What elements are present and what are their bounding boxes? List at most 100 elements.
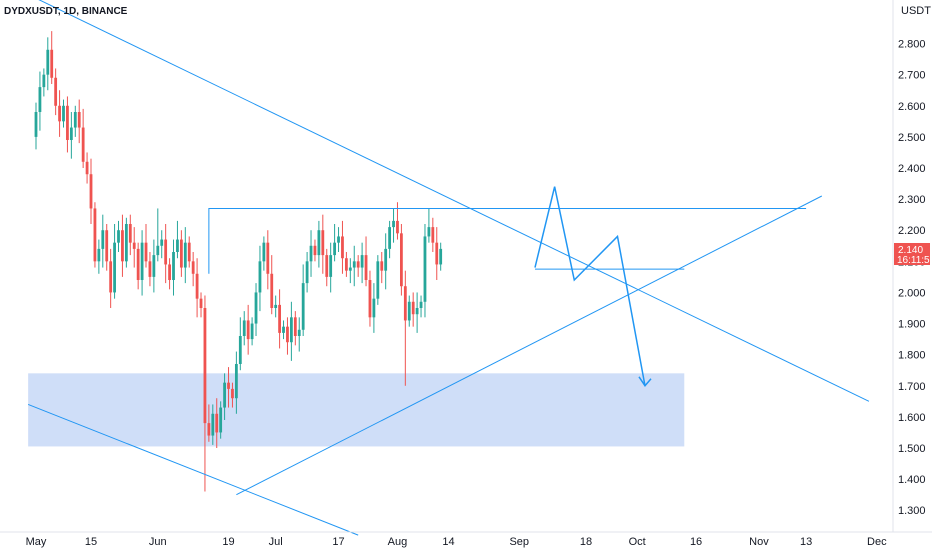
- time-axis[interactable]: May 15 Jun 19 Jul 17 Aug 14 Sep 18 Oct 16 Nov 13 Dec: [26, 536, 887, 548]
- candle-body: [293, 317, 297, 336]
- candle-body: [97, 248, 101, 262]
- candle: [46, 37, 50, 91]
- time-tick-label: Jun: [149, 536, 167, 548]
- candle-body: [77, 112, 81, 128]
- candle: [81, 108, 85, 168]
- price-tick-label: 1.900: [898, 319, 926, 331]
- candle: [199, 292, 203, 318]
- candle: [117, 220, 120, 252]
- candle-body: [337, 236, 340, 243]
- candle: [128, 214, 132, 256]
- candle: [38, 71, 42, 131]
- candle-body: [160, 239, 164, 246]
- candle-body: [313, 245, 317, 256]
- candle: [42, 68, 46, 97]
- candle: [121, 214, 124, 277]
- candle: [376, 255, 380, 305]
- candle-body: [266, 242, 270, 274]
- candle-body: [368, 280, 372, 318]
- price-tick-label: 2.800: [898, 39, 926, 51]
- candle-body: [439, 248, 443, 265]
- candle: [250, 317, 254, 346]
- candle: [242, 311, 246, 346]
- candle: [274, 295, 278, 318]
- candle: [313, 239, 317, 262]
- time-tick-label: 15: [85, 536, 97, 548]
- candle-body: [356, 261, 360, 268]
- candle-body: [419, 301, 423, 308]
- candle-body: [89, 174, 93, 209]
- time-tick-label: Dec: [867, 536, 887, 548]
- price-axis[interactable]: 2.8002.7002.6002.5002.4002.3002.2002.100…: [898, 39, 926, 518]
- candle-body: [360, 255, 364, 268]
- candle: [50, 31, 54, 84]
- candle: [164, 224, 168, 284]
- candle: [207, 404, 211, 442]
- candle-body: [305, 261, 309, 284]
- candle-body: [411, 301, 415, 315]
- candle: [254, 283, 258, 336]
- candle-body: [219, 407, 223, 433]
- candle: [62, 99, 65, 128]
- candle-body: [258, 261, 262, 293]
- candle-body: [227, 382, 230, 389]
- price-tick-label: 1.700: [898, 381, 926, 393]
- candle: [148, 252, 152, 287]
- candle: [77, 99, 81, 144]
- time-tick-label: May: [26, 536, 47, 548]
- candle: [301, 264, 305, 336]
- candle-body: [415, 308, 419, 315]
- candle-body: [435, 242, 439, 265]
- candle: [352, 245, 356, 287]
- candle-body: [364, 255, 368, 280]
- time-tick-label: 13: [800, 536, 812, 548]
- price-tick-label: 1.400: [898, 474, 926, 486]
- candle: [321, 214, 325, 274]
- candle: [140, 230, 144, 296]
- candle-body: [431, 227, 435, 243]
- range-top-line: [208, 207, 807, 274]
- candle: [105, 224, 109, 271]
- candle-body: [384, 248, 388, 271]
- candle: [431, 217, 435, 252]
- candle: [85, 152, 89, 184]
- candle-body: [372, 298, 376, 318]
- candle: [372, 283, 376, 333]
- candle-body: [231, 388, 234, 399]
- candle-body: [403, 286, 407, 321]
- candle: [187, 236, 191, 268]
- price-tick-label: 2.600: [898, 101, 926, 113]
- candle: [176, 220, 179, 259]
- candle: [203, 295, 207, 492]
- candle-body: [46, 49, 50, 75]
- candle-body: [352, 261, 356, 268]
- candle-body: [42, 74, 46, 88]
- candle: [368, 270, 372, 327]
- candle-body: [176, 239, 179, 252]
- projection-arrowhead: [638, 376, 652, 388]
- candle-body: [325, 255, 329, 277]
- candle: [258, 245, 262, 312]
- time-tick-label: Jul: [269, 536, 283, 548]
- candle: [223, 373, 226, 420]
- candle-body: [148, 261, 152, 277]
- candle: [270, 255, 274, 315]
- candle-body: [117, 230, 120, 243]
- candle: [262, 236, 266, 271]
- currency-label: USDT: [901, 5, 931, 17]
- candle: [172, 239, 175, 296]
- time-tick-label: Aug: [388, 536, 408, 548]
- candle-body: [105, 230, 109, 262]
- candle-body: [62, 105, 65, 122]
- candle-body: [242, 320, 246, 336]
- candle: [231, 382, 234, 408]
- candle-body: [109, 261, 113, 293]
- candle: [341, 220, 344, 274]
- candle: [282, 320, 285, 340]
- triangle-lower-trendline: [236, 195, 823, 496]
- candle-body: [388, 227, 392, 249]
- candle: [293, 311, 297, 346]
- candle: [325, 248, 329, 287]
- candle-body: [254, 292, 258, 324]
